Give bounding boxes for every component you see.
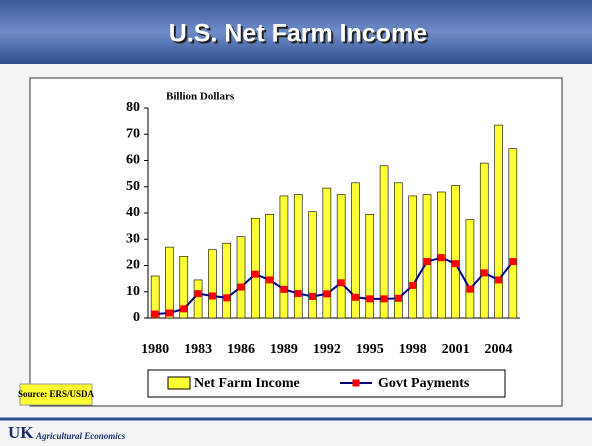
title-shadow: U.S. Net Farm Income bbox=[171, 22, 429, 50]
marker bbox=[480, 269, 488, 277]
marker bbox=[423, 258, 431, 266]
x-tick-label: 1998 bbox=[399, 342, 427, 357]
title-bar bbox=[0, 0, 592, 64]
bar bbox=[308, 211, 317, 319]
y-tick-label: 70 bbox=[126, 126, 140, 141]
footer-text: Agricultural Economics bbox=[35, 431, 126, 441]
marker bbox=[280, 285, 288, 293]
bar bbox=[465, 219, 475, 319]
source: Source: ERS/USDA bbox=[18, 389, 95, 399]
legend-marker bbox=[352, 379, 360, 387]
marker bbox=[165, 309, 173, 317]
bar bbox=[379, 165, 389, 319]
bar bbox=[179, 256, 189, 319]
marker bbox=[409, 281, 417, 289]
bar bbox=[236, 236, 246, 319]
source-box bbox=[19, 383, 93, 406]
marker bbox=[366, 295, 374, 303]
y-tick-label: 50 bbox=[126, 179, 140, 194]
bar bbox=[408, 195, 417, 319]
x-tick-label: 1989 bbox=[270, 342, 298, 357]
marker bbox=[151, 310, 159, 318]
bar bbox=[479, 162, 489, 319]
footer-logo: UK bbox=[8, 423, 34, 442]
marker bbox=[180, 305, 188, 313]
bar bbox=[494, 124, 503, 319]
y-tick-label: 10 bbox=[126, 284, 140, 299]
x-tick-label: 1980 bbox=[141, 342, 169, 357]
bar bbox=[365, 214, 375, 319]
marker bbox=[437, 254, 445, 262]
marker bbox=[394, 294, 402, 302]
bar bbox=[251, 217, 260, 319]
marker bbox=[266, 276, 274, 284]
marker bbox=[223, 294, 231, 302]
y-axis-label: Billion Dollars bbox=[166, 91, 235, 103]
legend-swatch bbox=[167, 376, 191, 390]
x-tick-label: 2001 bbox=[442, 342, 470, 357]
bar bbox=[508, 148, 518, 319]
marker bbox=[452, 260, 460, 268]
y-tick-label: 80 bbox=[126, 100, 140, 115]
marker bbox=[251, 270, 259, 278]
marker bbox=[237, 283, 245, 291]
marker bbox=[208, 292, 216, 300]
bar bbox=[165, 246, 174, 319]
marker bbox=[294, 290, 302, 298]
bar bbox=[150, 275, 160, 319]
y-tick-label: 60 bbox=[126, 153, 140, 168]
legend-label: Net Farm Income bbox=[194, 376, 300, 391]
bar bbox=[422, 194, 432, 319]
marker bbox=[323, 290, 331, 298]
x-tick-label: 1992 bbox=[313, 342, 341, 357]
bar bbox=[193, 279, 203, 319]
marker bbox=[309, 292, 317, 300]
marker bbox=[337, 279, 345, 287]
x-tick-label: 1986 bbox=[227, 342, 255, 357]
marker bbox=[380, 295, 388, 303]
legend-label: Govt Payments bbox=[378, 376, 470, 391]
y-tick-label: 40 bbox=[126, 205, 140, 220]
x-tick-label: 1995 bbox=[356, 342, 384, 357]
bar bbox=[394, 182, 403, 319]
y-tick-label: 30 bbox=[126, 231, 140, 246]
x-tick-label: 1983 bbox=[184, 342, 212, 357]
bar bbox=[265, 214, 274, 319]
marker bbox=[509, 258, 517, 266]
legend-box bbox=[147, 369, 506, 398]
y-tick-label: 20 bbox=[126, 258, 140, 273]
bar bbox=[222, 242, 231, 319]
marker bbox=[351, 293, 359, 301]
bar bbox=[351, 182, 360, 319]
bar bbox=[208, 249, 217, 319]
bar bbox=[451, 185, 460, 319]
y-tick-label: 0 bbox=[133, 310, 140, 325]
bar bbox=[322, 187, 332, 319]
marker bbox=[466, 285, 474, 293]
bar bbox=[279, 195, 289, 319]
marker bbox=[495, 276, 503, 284]
marker bbox=[194, 290, 202, 298]
chart-title: U.S. Net Farm Income bbox=[169, 20, 427, 48]
bar bbox=[336, 194, 346, 319]
bar bbox=[293, 194, 303, 319]
x-tick-label: 2004 bbox=[485, 342, 513, 357]
